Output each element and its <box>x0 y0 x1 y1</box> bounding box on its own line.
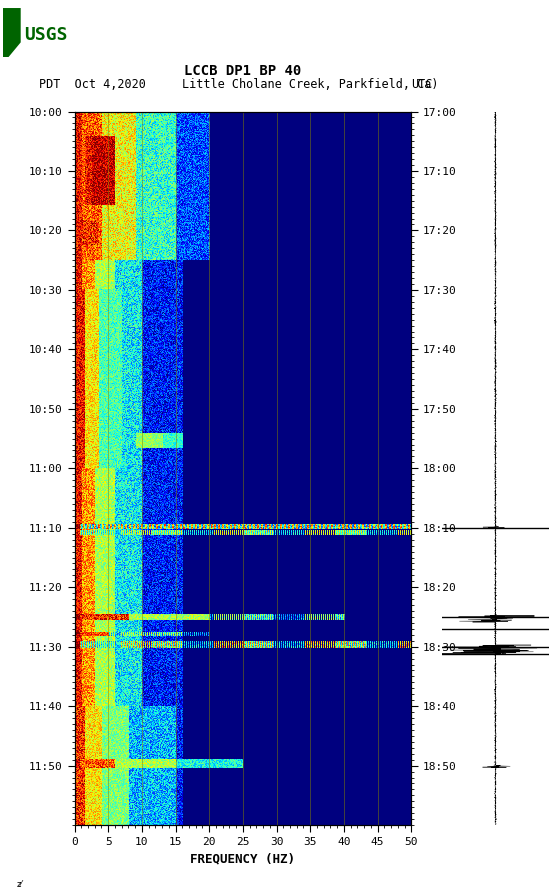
Polygon shape <box>3 8 21 57</box>
Text: LCCB DP1 BP 40: LCCB DP1 BP 40 <box>184 64 301 78</box>
Text: UTC: UTC <box>411 78 433 91</box>
Text: PDT  Oct 4,2020: PDT Oct 4,2020 <box>39 78 146 91</box>
X-axis label: FREQUENCY (HZ): FREQUENCY (HZ) <box>190 853 295 865</box>
Text: Little Cholane Creek, Parkfield, Ca): Little Cholane Creek, Parkfield, Ca) <box>182 78 439 91</box>
Text: USGS: USGS <box>24 26 68 44</box>
Text: z⁄: z⁄ <box>17 880 22 889</box>
